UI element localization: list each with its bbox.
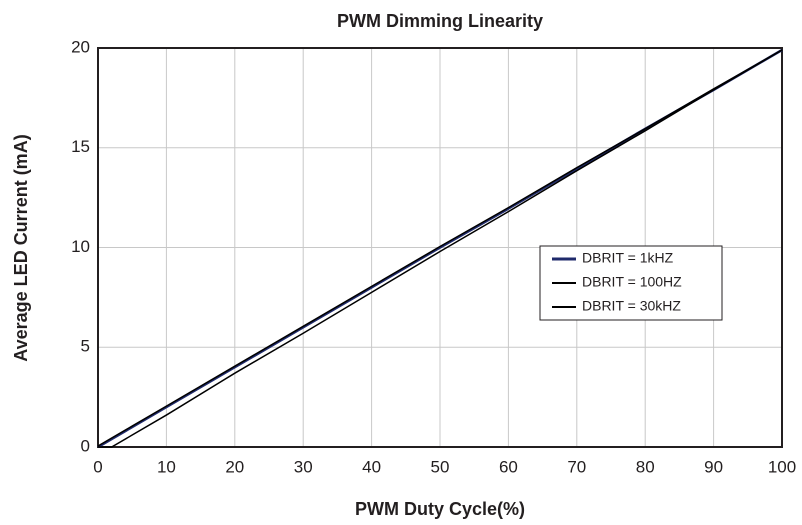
y-tick-label: 5 [81, 337, 90, 356]
legend-label: DBRIT = 100HZ [582, 274, 682, 290]
series-line [98, 49, 783, 448]
x-axis-label: PWM Duty Cycle(%) [355, 499, 525, 519]
legend-label: DBRIT = 30kHZ [582, 298, 681, 314]
y-tick-label: 20 [71, 37, 90, 56]
x-tick-label: 100 [768, 457, 796, 476]
plot-frame [97, 47, 783, 448]
x-tick-label: 20 [225, 457, 244, 476]
x-tick-label: 70 [567, 457, 586, 476]
x-tick-label: 30 [294, 457, 313, 476]
series-line [97, 49, 783, 447]
chart-title: PWM Dimming Linearity [337, 11, 543, 31]
y-tick-label: 0 [81, 436, 90, 455]
y-axis-label: Average LED Current (mA) [11, 134, 31, 361]
x-tick-label: 80 [636, 457, 655, 476]
y-tick-label: 10 [71, 237, 90, 256]
x-tick-label: 60 [499, 457, 518, 476]
x-tick-label: 90 [704, 457, 723, 476]
legend-label: DBRIT = 1kHZ [582, 250, 674, 266]
x-tick-label: 10 [157, 457, 176, 476]
x-tick-label: 50 [431, 457, 450, 476]
y-tick-label: 15 [71, 137, 90, 156]
x-tick-label: 0 [93, 457, 102, 476]
x-tick-label: 40 [362, 457, 381, 476]
